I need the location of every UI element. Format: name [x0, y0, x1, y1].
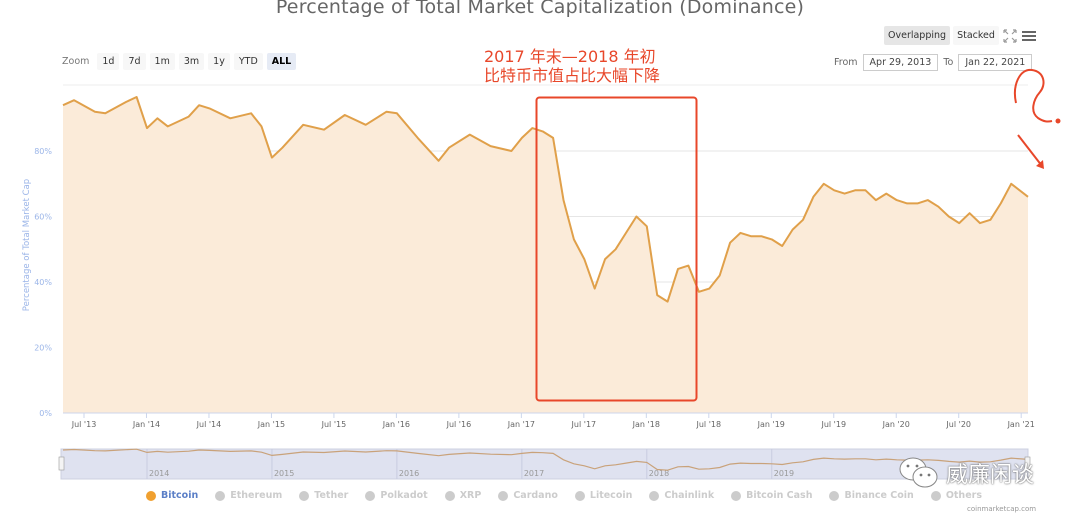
chart-title: Percentage of Total Market Capitalizatio… — [275, 0, 805, 18]
to-label: To — [943, 57, 954, 68]
legend-item-bitcoin-cash[interactable]: Bitcoin Cash — [731, 490, 812, 501]
zoom-3m-button[interactable]: 3m — [178, 53, 205, 70]
zoom-ytd-button[interactable]: YTD — [233, 53, 263, 70]
mode-bar: Overlapping Stacked — [884, 26, 1037, 45]
svg-text:Jul '20: Jul '20 — [945, 420, 971, 429]
svg-text:Jul '15: Jul '15 — [321, 420, 347, 429]
svg-text:40%: 40% — [34, 278, 52, 287]
navigator[interactable] — [60, 448, 1029, 480]
bitcoin-line[interactable] — [62, 96, 1029, 303]
legend-dot-icon — [299, 490, 310, 501]
svg-text:Jul '18: Jul '18 — [696, 420, 722, 429]
zoom-1m-button[interactable]: 1m — [149, 53, 175, 70]
svg-text:Jan '17: Jan '17 — [507, 420, 535, 429]
legend-dot-icon — [365, 490, 376, 501]
zoom-bar: Zoom 1d 7d 1m 3m 1y YTD ALL — [62, 53, 297, 70]
x-axis-ticks: Jul '13 Jan '14 Jul '14 Jan '15 Jul '15 Jan '… — [71, 413, 1035, 429]
svg-text:Jan '14: Jan '14 — [132, 420, 160, 429]
watermark: 威廉闲谈 — [898, 456, 1034, 490]
annotation-text: 2017 年末—2018 年初 比特币市值占比大幅下降 — [484, 47, 660, 85]
legend-dot-icon — [444, 490, 455, 501]
svg-text:Jan '19: Jan '19 — [757, 420, 785, 429]
svg-text:Jan '15: Jan '15 — [257, 420, 285, 429]
svg-text:0%: 0% — [39, 409, 52, 418]
zoom-1d-button[interactable]: 1d — [97, 53, 120, 70]
svg-text:2016: 2016 — [399, 469, 419, 478]
stacked-button[interactable]: Stacked — [953, 26, 999, 45]
legend-dot-icon — [146, 490, 156, 501]
annotation-line-1: 2017 年末—2018 年初 — [484, 47, 656, 66]
to-date-input[interactable]: Jan 22, 2021 — [958, 54, 1033, 71]
legend-item-tether[interactable]: Tether — [299, 490, 348, 501]
svg-text:Jul '14: Jul '14 — [196, 420, 222, 429]
legend-dot-icon — [930, 490, 941, 501]
arrow-annotation — [1017, 134, 1043, 167]
legend-dot-icon — [574, 490, 585, 501]
legend-dot-icon — [649, 490, 660, 501]
svg-text:2018: 2018 — [649, 469, 669, 478]
from-label: From — [834, 57, 858, 68]
overlapping-button[interactable]: Overlapping — [884, 26, 951, 45]
legend-item-others[interactable]: Others — [930, 490, 982, 501]
annotation-box — [535, 96, 698, 402]
credit-text: coinmarketcap.com — [967, 505, 1037, 513]
hamburger-menu-icon[interactable] — [1021, 28, 1037, 44]
zoom-1y-button[interactable]: 1y — [208, 53, 230, 70]
legend-dot-icon — [215, 490, 226, 501]
from-date-input[interactable]: Apr 29, 2013 — [862, 54, 939, 71]
bitcoin-area — [63, 97, 1028, 413]
svg-text:Jan '18: Jan '18 — [632, 420, 660, 429]
legend-item-bitcoin[interactable]: Bitcoin — [146, 490, 198, 501]
legend-item-ethereum[interactable]: Ethereum — [215, 490, 282, 501]
legend-item-xrp[interactable]: XRP — [444, 490, 481, 501]
svg-text:Jan '20: Jan '20 — [882, 420, 910, 429]
legend-dot-icon — [731, 490, 742, 501]
svg-text:Jul '17: Jul '17 — [571, 420, 597, 429]
legend-item-chainlink[interactable]: Chainlink — [649, 490, 714, 501]
legend-item-polkadot[interactable]: Polkadot — [365, 490, 428, 501]
legend-item-binance-coin[interactable]: Binance Coin — [829, 490, 914, 501]
svg-text:2019: 2019 — [774, 469, 794, 478]
navigator-year-labels: 2014 2015 2016 2017 2018 2019 — [146, 449, 794, 479]
fullscreen-icon[interactable] — [1002, 28, 1018, 44]
question-mark-annotation — [1014, 68, 1053, 123]
wechat-icon — [899, 457, 938, 488]
svg-text:Jul '13: Jul '13 — [71, 420, 97, 429]
watermark-text: 威廉闲谈 — [946, 463, 1035, 488]
y-axis-ticks: 0% 20% 40% 60% 80% — [34, 147, 52, 418]
legend-item-cardano[interactable]: Cardano — [498, 490, 558, 501]
svg-text:2017: 2017 — [524, 469, 544, 478]
svg-text:Jan '16: Jan '16 — [382, 420, 410, 429]
svg-text:2015: 2015 — [274, 469, 294, 478]
navigator-right-handle[interactable] — [1024, 456, 1031, 471]
zoom-7d-button[interactable]: 7d — [123, 53, 146, 70]
svg-text:60%: 60% — [34, 213, 52, 222]
legend-dot-icon — [498, 490, 509, 501]
legend: Bitcoin Ethereum Tether Polkadot XRP Car… — [146, 490, 982, 501]
svg-text:Jan '21: Jan '21 — [1007, 420, 1035, 429]
svg-text:20%: 20% — [34, 344, 52, 353]
zoom-label: Zoom — [62, 56, 90, 67]
navigator-line — [62, 448, 1029, 471]
legend-item-litecoin[interactable]: Litecoin — [574, 490, 632, 501]
svg-text:Jul '16: Jul '16 — [446, 420, 472, 429]
arrow-head-icon — [1036, 160, 1044, 169]
svg-text:Jul '19: Jul '19 — [820, 420, 846, 429]
svg-text:80%: 80% — [34, 147, 52, 156]
navigator-left-handle[interactable] — [58, 456, 65, 471]
y-axis-title: Percentage of Total Market Cap — [22, 179, 32, 311]
annotation-line-2: 比特币市值占比大幅下降 — [484, 66, 661, 85]
date-range: From Apr 29, 2013 To Jan 22, 2021 — [834, 54, 1033, 71]
legend-dot-icon — [829, 490, 840, 501]
svg-text:2014: 2014 — [149, 469, 169, 478]
question-mark-dot — [1055, 118, 1061, 124]
zoom-all-button[interactable]: ALL — [266, 53, 297, 70]
